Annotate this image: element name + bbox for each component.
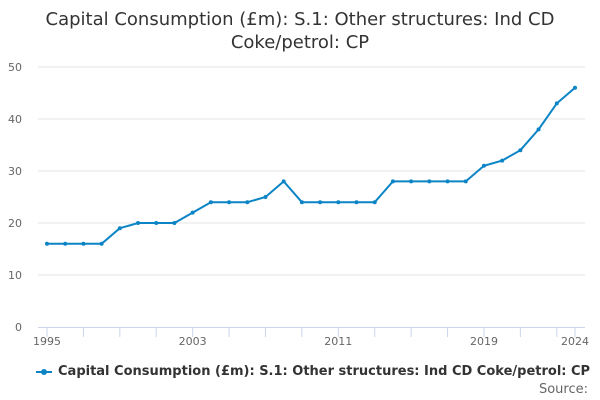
data-point xyxy=(45,241,49,246)
data-point xyxy=(554,101,559,106)
x-tick-label: 1995 xyxy=(33,335,61,348)
data-point xyxy=(190,210,195,215)
data-point xyxy=(372,200,377,205)
x-tick-label: 2019 xyxy=(470,335,498,348)
data-point xyxy=(573,85,577,90)
legend-label: Capital Consumption (£m): S.1: Other str… xyxy=(58,364,591,379)
data-point xyxy=(99,241,104,246)
data-point xyxy=(299,200,304,205)
data-point xyxy=(263,195,268,199)
data-point xyxy=(136,221,141,225)
data-point xyxy=(318,200,323,205)
source-label: Source: xyxy=(538,382,588,397)
data-point xyxy=(518,148,523,153)
data-point xyxy=(409,179,414,184)
data-point xyxy=(354,200,359,205)
data-point xyxy=(463,179,468,184)
data-point xyxy=(427,179,432,184)
data-point xyxy=(117,226,122,231)
x-tick-label: 2003 xyxy=(179,335,207,348)
data-point xyxy=(281,179,286,184)
data-point xyxy=(208,200,213,205)
data-point xyxy=(445,179,450,184)
data-point xyxy=(227,200,232,205)
y-tick-label: 0 xyxy=(15,321,22,334)
y-tick-label: 20 xyxy=(8,217,22,230)
y-tick-label: 30 xyxy=(8,165,22,178)
y-tick-label: 10 xyxy=(8,269,22,282)
x-tick-label: 2024 xyxy=(561,335,589,348)
data-point xyxy=(500,158,505,163)
legend-swatch xyxy=(36,368,52,375)
data-point xyxy=(390,179,395,184)
y-tick-label: 50 xyxy=(8,61,22,74)
data-point xyxy=(245,200,250,205)
data-point xyxy=(172,221,177,225)
x-tick-label: 2011 xyxy=(324,335,352,348)
data-point xyxy=(481,163,486,168)
data-point xyxy=(81,241,86,246)
data-point xyxy=(63,241,68,246)
series-line xyxy=(47,87,576,245)
legend[interactable]: Capital Consumption (£m): S.1: Other str… xyxy=(36,364,590,379)
y-tick-label: 40 xyxy=(8,113,22,126)
chart-title: Capital Consumption (£m): S.1: Other str… xyxy=(45,9,555,53)
data-point xyxy=(336,200,341,205)
data-point xyxy=(536,127,541,132)
data-point xyxy=(154,221,159,225)
